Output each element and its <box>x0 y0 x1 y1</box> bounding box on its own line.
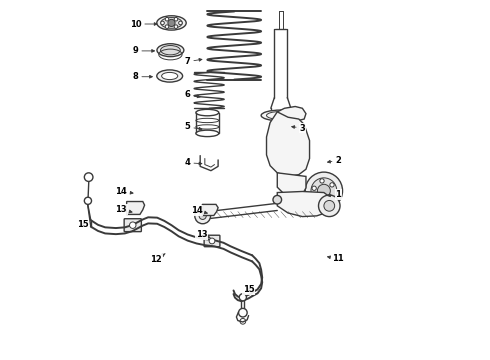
Circle shape <box>318 195 340 217</box>
Text: 15: 15 <box>77 220 89 229</box>
Circle shape <box>320 179 324 183</box>
Circle shape <box>165 25 169 28</box>
Text: 14: 14 <box>191 206 207 215</box>
FancyBboxPatch shape <box>124 219 141 231</box>
Ellipse shape <box>157 44 184 57</box>
Circle shape <box>84 173 93 181</box>
Circle shape <box>316 196 319 201</box>
Text: 13: 13 <box>196 230 210 239</box>
Circle shape <box>174 17 178 21</box>
Circle shape <box>326 198 330 202</box>
Circle shape <box>311 178 337 204</box>
Circle shape <box>273 195 282 204</box>
Circle shape <box>199 212 206 220</box>
Circle shape <box>179 21 182 25</box>
Ellipse shape <box>209 238 215 244</box>
Text: 5: 5 <box>185 122 202 131</box>
Polygon shape <box>202 204 218 216</box>
Circle shape <box>165 17 169 21</box>
Text: 15: 15 <box>243 285 254 294</box>
Text: 7: 7 <box>185 57 202 66</box>
Circle shape <box>318 184 330 197</box>
Text: 3: 3 <box>292 123 305 132</box>
Circle shape <box>161 21 164 25</box>
Circle shape <box>195 208 211 224</box>
Circle shape <box>174 25 178 28</box>
FancyBboxPatch shape <box>204 235 220 247</box>
Circle shape <box>312 186 317 190</box>
Ellipse shape <box>162 72 178 80</box>
Ellipse shape <box>161 18 182 28</box>
Text: 4: 4 <box>185 158 202 167</box>
Polygon shape <box>277 107 306 121</box>
Text: 12: 12 <box>150 254 165 264</box>
Text: 10: 10 <box>130 19 157 28</box>
Ellipse shape <box>161 45 180 55</box>
Circle shape <box>330 183 334 187</box>
Text: 6: 6 <box>185 90 200 99</box>
Polygon shape <box>267 112 310 176</box>
Text: 8: 8 <box>133 72 152 81</box>
Text: 14: 14 <box>116 187 133 196</box>
Text: 1: 1 <box>328 190 341 199</box>
Ellipse shape <box>129 222 136 228</box>
Ellipse shape <box>196 130 219 136</box>
Text: 13: 13 <box>116 205 132 214</box>
Ellipse shape <box>157 70 183 82</box>
Ellipse shape <box>157 16 186 30</box>
Polygon shape <box>277 173 306 196</box>
Circle shape <box>324 201 335 211</box>
Circle shape <box>239 309 247 317</box>
Circle shape <box>84 197 92 204</box>
Text: 2: 2 <box>327 156 341 165</box>
Text: 9: 9 <box>133 46 154 55</box>
Text: 11: 11 <box>327 255 344 264</box>
Circle shape <box>305 172 343 210</box>
Polygon shape <box>277 192 333 217</box>
Circle shape <box>239 294 246 301</box>
Ellipse shape <box>261 110 300 121</box>
Circle shape <box>168 19 175 27</box>
Polygon shape <box>126 202 145 215</box>
